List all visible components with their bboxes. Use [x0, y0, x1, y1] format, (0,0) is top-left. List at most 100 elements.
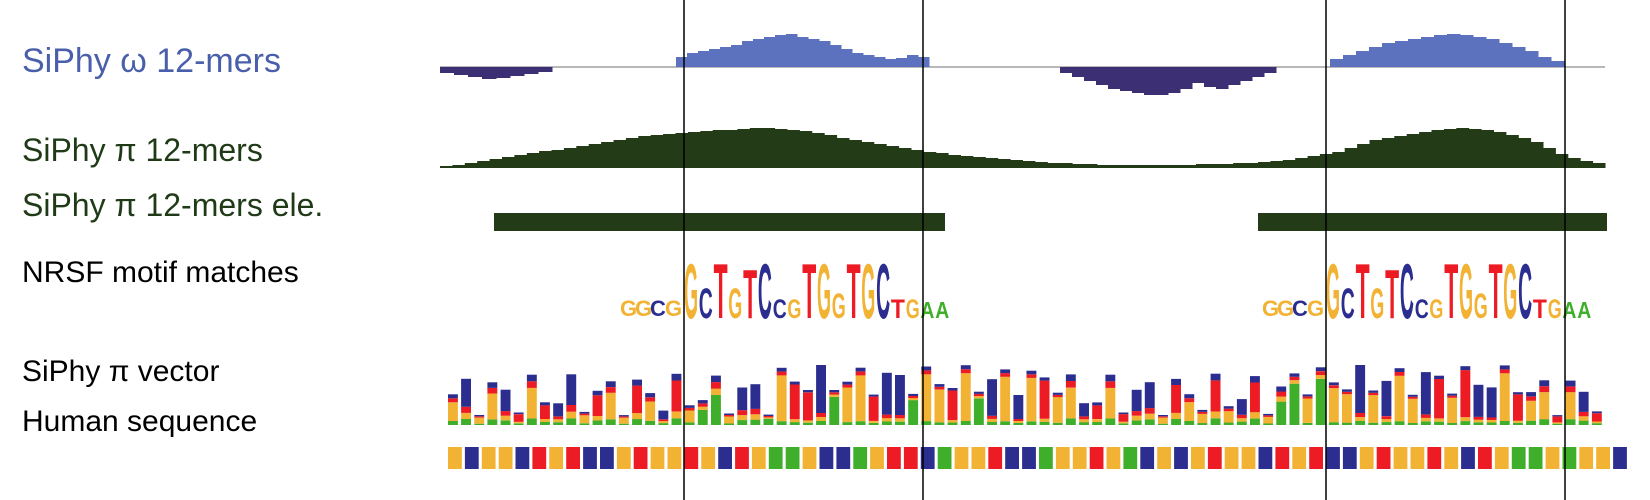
vector-segment	[921, 366, 932, 371]
vector-segment	[500, 389, 511, 412]
logo-letter: G	[1277, 296, 1294, 321]
vector-segment	[1526, 396, 1536, 401]
pi-bar	[1357, 144, 1370, 168]
pi-bar	[1084, 164, 1098, 168]
vector-segment	[1065, 374, 1076, 381]
sequence-base	[1275, 447, 1290, 469]
pi-bar	[1456, 128, 1470, 168]
vector-segment	[632, 385, 642, 414]
omega-bar	[1460, 35, 1474, 67]
vector-segment	[1289, 373, 1300, 377]
vector-segment	[1447, 395, 1458, 398]
sequence-base	[819, 447, 834, 469]
omega-bar	[676, 57, 688, 67]
vector-segment	[461, 418, 471, 425]
vector-segment	[1236, 414, 1247, 419]
vector-segment	[1368, 395, 1379, 423]
vector-segment	[1184, 402, 1195, 421]
sequence-base	[988, 447, 1003, 469]
sequence-base	[498, 447, 513, 469]
sequence-base	[1072, 447, 1087, 469]
pi-bar	[1146, 165, 1160, 168]
omega-bar	[1252, 67, 1265, 77]
omega-bar	[1395, 41, 1409, 67]
vector-segment	[474, 423, 485, 425]
pi-bar	[601, 142, 614, 168]
vector-segment	[474, 417, 485, 424]
logo-letter: A	[1562, 297, 1576, 323]
vector-segment	[1118, 421, 1129, 424]
vector-segment	[763, 414, 774, 416]
vector-segment	[881, 414, 892, 419]
pi-bar	[675, 133, 689, 168]
vector-segment	[1486, 387, 1497, 418]
vector-segment	[1381, 416, 1392, 420]
vector-segment	[1342, 389, 1352, 392]
vector-segment	[566, 411, 577, 419]
vector-segment	[960, 365, 971, 370]
vector-segment	[1565, 380, 1576, 387]
vector-segment	[645, 401, 656, 421]
vector-segment	[1092, 405, 1103, 419]
vector-segment	[1486, 420, 1497, 423]
vector-segment	[1039, 377, 1050, 381]
vector-segment	[1447, 422, 1458, 425]
vector-segment	[1420, 421, 1431, 425]
vector-segment	[540, 402, 550, 406]
vector-segment	[724, 423, 734, 425]
vector-segment	[724, 416, 734, 424]
pi-bar	[911, 150, 924, 168]
logo-letter: T	[743, 255, 757, 333]
logo-letter: G	[832, 287, 846, 326]
vector-segment	[1460, 417, 1471, 422]
logo-letter: G	[1474, 287, 1488, 326]
vector-segment	[1526, 420, 1536, 425]
vector-segment	[1092, 402, 1103, 406]
vector-segment	[1486, 422, 1497, 425]
vector-segment	[947, 422, 958, 425]
vector-segment	[1131, 415, 1142, 421]
sequence-base	[633, 447, 648, 469]
vector-segment	[711, 395, 721, 425]
vector-segment	[1315, 378, 1326, 425]
vector-segment	[448, 398, 458, 403]
pi-bar	[1406, 134, 1420, 168]
sequence-base	[650, 447, 665, 469]
logo-letter: G	[906, 294, 920, 324]
logo-letter: A	[1577, 297, 1591, 323]
omega-bar	[1156, 67, 1169, 95]
sequence-base	[1157, 447, 1171, 469]
vector-segment	[1473, 422, 1484, 425]
vector-segment	[816, 413, 826, 417]
vector-segment	[1552, 422, 1563, 424]
vector-segment	[1236, 399, 1247, 415]
sequence-base	[1258, 447, 1273, 469]
omega-bar	[698, 51, 710, 67]
vector-segment	[487, 387, 498, 394]
sequence-base	[583, 447, 597, 469]
vector-segment	[895, 421, 905, 425]
vector-segment	[1315, 375, 1326, 379]
sequence-base	[887, 447, 901, 469]
vector-segment	[1368, 422, 1379, 425]
omega-bar	[720, 47, 732, 67]
pi-bar	[1295, 158, 1309, 168]
pi-bar	[464, 163, 478, 168]
vector-segment	[1526, 392, 1536, 397]
vector-segment	[1394, 421, 1405, 425]
logo-letter: T	[891, 294, 905, 324]
omega-bar	[1447, 34, 1461, 67]
vector-segment	[1197, 411, 1208, 414]
vector-segment	[776, 367, 787, 372]
pi-bar	[861, 142, 875, 168]
omega-bar	[874, 57, 886, 67]
pi-bar	[923, 152, 937, 168]
vector-segment	[1052, 397, 1063, 423]
vector-segment	[1394, 372, 1405, 376]
pi-bar	[972, 157, 986, 168]
pi-bar	[440, 166, 453, 168]
vector-segment	[1539, 392, 1550, 420]
sequence-base	[684, 447, 699, 469]
vector-segment	[1184, 394, 1195, 399]
omega-bar	[709, 49, 721, 67]
